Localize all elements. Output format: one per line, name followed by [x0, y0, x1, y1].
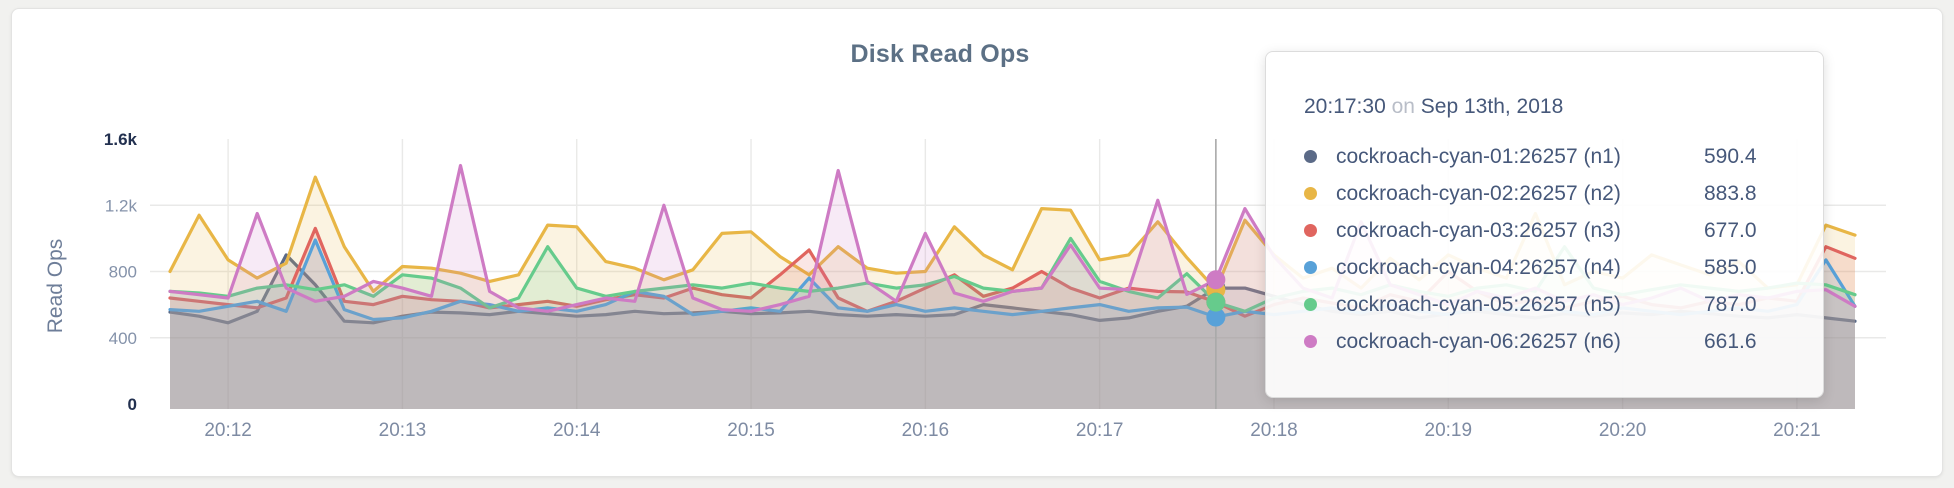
tooltip-series-value: 883.8: [1704, 181, 1757, 205]
series-dot-icon: [1304, 335, 1317, 348]
x-tick-label: 20:16: [902, 420, 950, 441]
y-tick-label: 1.6k: [104, 130, 138, 149]
x-tick-label: 20:15: [727, 420, 775, 441]
hover-dot-n6: [1206, 270, 1226, 290]
tooltip-series-name: cockroach-cyan-05:26257 (n5): [1336, 292, 1621, 316]
series-dot-icon: [1304, 150, 1317, 163]
tooltip-series-value: 590.4: [1704, 144, 1757, 168]
hover-dot-n4: [1206, 307, 1226, 327]
series-dot-icon: [1304, 261, 1317, 274]
tooltip-date: Sep 13th, 2018: [1420, 95, 1564, 118]
y-tick-label: 0: [128, 395, 137, 414]
y-tick-label: 800: [109, 263, 137, 282]
x-tick-label: 20:14: [553, 420, 601, 441]
tooltip-on-word: on: [1391, 95, 1415, 118]
tooltip-row: cockroach-cyan-05:26257 (n5) 787.0: [1304, 286, 1793, 323]
tooltip-series-value: 585.0: [1704, 255, 1757, 279]
series-dot-icon: [1304, 298, 1317, 311]
tooltip-row: cockroach-cyan-02:26257 (n2) 883.8: [1304, 175, 1793, 212]
tooltip-header: 20:17:30 on Sep 13th, 2018: [1304, 94, 1793, 120]
tooltip-time: 20:17:30: [1304, 95, 1386, 118]
x-tick-label: 20:20: [1599, 420, 1647, 441]
tooltip-series-name: cockroach-cyan-03:26257 (n3): [1336, 218, 1621, 242]
series-dot-icon: [1304, 224, 1317, 237]
x-tick-label: 20:18: [1250, 420, 1298, 441]
tooltip-row: cockroach-cyan-04:26257 (n4) 585.0: [1304, 249, 1793, 286]
x-tick-label: 20:17: [1076, 420, 1124, 441]
tooltip-rows: cockroach-cyan-01:26257 (n1) 590.4 cockroa…: [1304, 138, 1793, 360]
hover-dot-n5: [1206, 292, 1226, 312]
x-tick-label: 20:21: [1773, 420, 1821, 441]
tooltip-row: cockroach-cyan-03:26257 (n3) 677.0: [1304, 212, 1793, 249]
tooltip-series-name: cockroach-cyan-06:26257 (n6): [1336, 329, 1621, 353]
x-tick-label: 20:13: [379, 420, 427, 441]
tooltip-series-value: 787.0: [1704, 292, 1757, 316]
tooltip-row: cockroach-cyan-01:26257 (n1) 590.4: [1304, 138, 1793, 175]
x-tick-label: 20:12: [204, 420, 252, 441]
series-dot-icon: [1304, 187, 1317, 200]
tooltip-row: cockroach-cyan-06:26257 (n6) 661.6: [1304, 323, 1793, 360]
y-tick-label: 1.2k: [105, 196, 138, 215]
chart-title: Disk Read Ops: [850, 40, 1030, 68]
hover-tooltip: 20:17:30 on Sep 13th, 2018 cockroach-cya…: [1265, 51, 1824, 398]
tooltip-series-name: cockroach-cyan-01:26257 (n1): [1336, 144, 1621, 168]
tooltip-series-name: cockroach-cyan-04:26257 (n4): [1336, 255, 1621, 279]
tooltip-series-value: 677.0: [1704, 218, 1757, 242]
y-tick-label: 400: [109, 329, 137, 348]
tooltip-series-value: 661.6: [1704, 329, 1757, 353]
x-tick-label: 20:19: [1425, 420, 1473, 441]
tooltip-series-name: cockroach-cyan-02:26257 (n2): [1336, 181, 1621, 205]
